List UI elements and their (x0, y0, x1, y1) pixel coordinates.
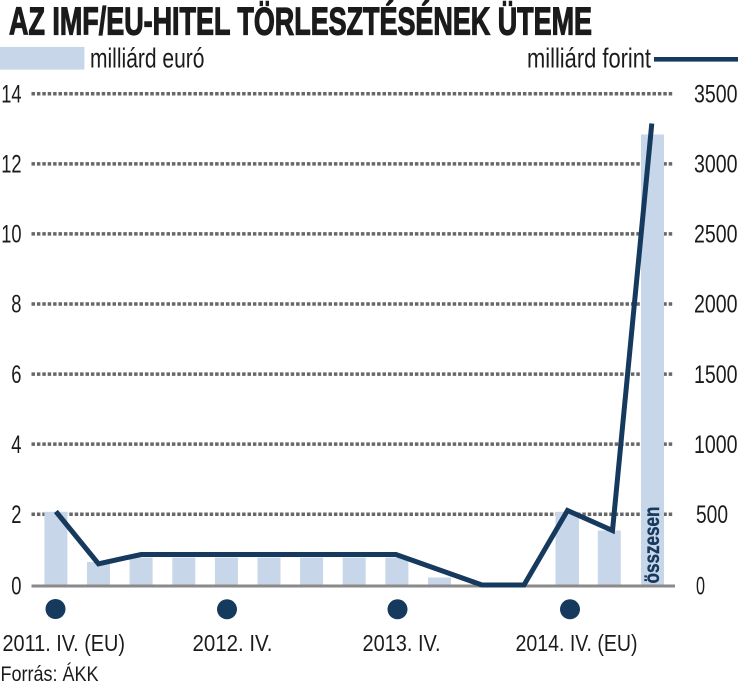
svg-text:500: 500 (696, 501, 728, 529)
svg-text:10: 10 (1, 221, 21, 249)
svg-text:2014. IV. (EU): 2014. IV. (EU) (516, 630, 638, 656)
svg-text:2013. IV.: 2013. IV. (363, 630, 441, 656)
svg-text:8: 8 (11, 291, 21, 319)
svg-text:AZ IMF/EU-HITEL TÖRLESZTÉSÉNEK: AZ IMF/EU-HITEL TÖRLESZTÉSÉNEK ÜTEME (9, 0, 592, 44)
svg-text:0: 0 (696, 573, 705, 601)
svg-text:milliárd forint: milliárd forint (527, 43, 651, 74)
svg-text:2011. IV. (EU): 2011. IV. (EU) (3, 630, 126, 656)
svg-text:2: 2 (11, 501, 21, 529)
svg-text:1500: 1500 (694, 361, 738, 389)
svg-text:2500: 2500 (694, 221, 738, 249)
svg-text:2000: 2000 (694, 291, 738, 319)
svg-text:összesen: összesen (640, 507, 664, 584)
svg-text:0: 0 (11, 573, 21, 601)
svg-text:14: 14 (1, 81, 21, 109)
svg-text:milliárd euró: milliárd euró (90, 43, 205, 74)
svg-text:2012. IV.: 2012. IV. (193, 630, 273, 656)
svg-text:3000: 3000 (694, 151, 738, 179)
svg-text:12: 12 (1, 151, 21, 179)
svg-text:6: 6 (11, 361, 21, 389)
svg-text:4: 4 (11, 431, 21, 459)
svg-text:1000: 1000 (694, 431, 738, 459)
svg-text:Forrás: ÁKK: Forrás: ÁKK (1, 661, 100, 685)
svg-text:3500: 3500 (694, 81, 738, 109)
